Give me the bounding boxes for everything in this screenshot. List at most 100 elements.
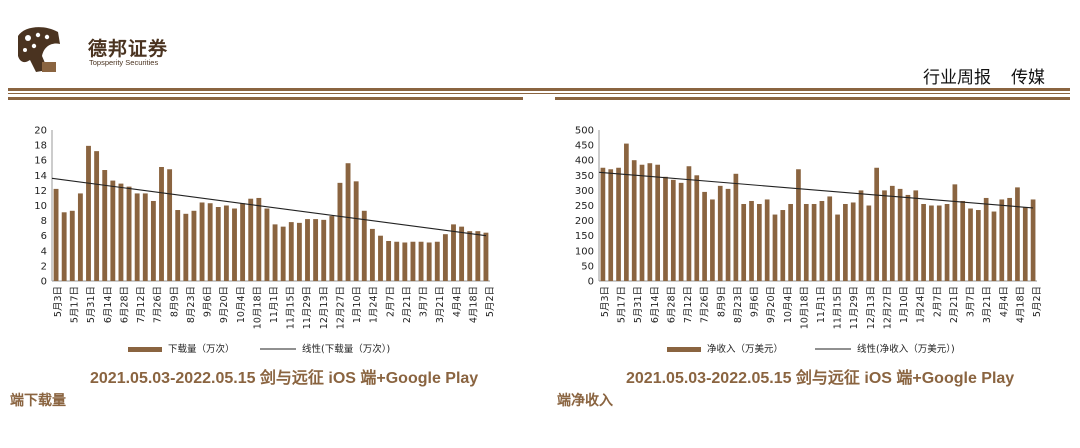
bar	[110, 180, 116, 281]
bar	[321, 219, 327, 281]
bar	[483, 232, 489, 281]
bar	[811, 203, 817, 281]
y-tick-label: 0	[41, 277, 47, 288]
x-tick-label: 8月23日	[186, 286, 197, 323]
bar	[952, 184, 958, 281]
bar	[913, 190, 919, 281]
bar	[889, 185, 895, 281]
y-tick-label: 300	[575, 186, 594, 197]
x-tick-label: 12月27日	[335, 286, 346, 329]
bar	[725, 188, 731, 281]
x-tick-label: 8月9日	[169, 286, 180, 317]
bar	[717, 185, 723, 281]
bar	[843, 203, 848, 281]
right-caption-line1: 2021.05.03-2022.05.15 剑与远征 iOS 端+Google …	[626, 370, 1015, 387]
bar	[459, 226, 465, 281]
y-tick-label: 100	[575, 246, 594, 257]
bar	[639, 164, 645, 281]
bar	[772, 214, 778, 281]
bar	[897, 188, 903, 281]
bar	[983, 197, 989, 281]
bar	[475, 231, 481, 281]
bar	[756, 203, 762, 281]
bar	[386, 240, 392, 281]
bar	[353, 181, 359, 281]
bar	[929, 205, 934, 281]
bar	[361, 210, 367, 281]
x-tick-label: 7月12日	[136, 286, 147, 323]
bar	[256, 197, 262, 281]
bar	[451, 224, 456, 281]
bar	[232, 208, 237, 281]
y-tick-label: 350	[575, 171, 594, 182]
bar	[1007, 197, 1012, 281]
y-tick-label: 14	[34, 171, 47, 182]
x-tick-label: 5月31日	[633, 286, 644, 323]
bar	[313, 219, 319, 281]
bar	[850, 202, 856, 281]
x-tick-label: 9月20日	[219, 286, 230, 323]
y-tick-label: 500	[575, 126, 594, 137]
x-tick-label: 2月21日	[949, 286, 960, 323]
x-tick-label: 3月21日	[435, 286, 446, 323]
bar	[264, 208, 270, 281]
header-rule	[8, 88, 1070, 91]
x-tick-label: 5月2日	[1032, 286, 1043, 317]
bar	[61, 212, 67, 281]
bar	[670, 179, 676, 281]
y-tick-label: 12	[34, 186, 47, 197]
bar	[905, 194, 911, 281]
right-caption-line2: 端净收入	[557, 393, 613, 409]
x-tick-label: 12月13日	[319, 286, 330, 329]
bar	[663, 176, 668, 281]
bar	[191, 210, 197, 281]
x-tick-label: 3月7日	[966, 286, 977, 317]
y-tick-label: 2	[41, 261, 47, 272]
bar	[1022, 207, 1028, 281]
x-tick-label: 10月4日	[783, 286, 794, 323]
x-tick-label: 11月15日	[286, 286, 297, 329]
y-tick-label: 450	[575, 141, 594, 152]
y-tick-label: 250	[575, 201, 594, 212]
x-tick-label: 12月27日	[882, 286, 893, 329]
legend-label-bar: 下载量（万次）	[168, 343, 235, 355]
legend-label-trend: 线性(净收入（万美元）)	[857, 343, 955, 355]
x-tick-label: 11月1日	[816, 286, 827, 323]
x-tick-label: 9月6日	[750, 286, 761, 317]
y-tick-label: 18	[34, 141, 47, 152]
bar	[77, 193, 83, 281]
bar	[624, 143, 629, 281]
bar	[329, 216, 335, 281]
x-tick-label: 9月20日	[766, 286, 777, 323]
bar	[134, 193, 140, 281]
x-tick-label: 6月28日	[666, 286, 677, 323]
trend-line	[51, 177, 487, 237]
x-tick-label: 2月7日	[932, 286, 943, 317]
bar	[167, 169, 173, 281]
x-tick-label: 2月7日	[385, 286, 396, 317]
bar	[426, 242, 432, 281]
bar	[207, 203, 213, 281]
y-tick-label: 10	[34, 201, 47, 212]
bar	[749, 200, 754, 281]
x-tick-label: 8月23日	[733, 286, 744, 323]
bar	[410, 241, 416, 281]
x-tick-label: 1月24日	[916, 286, 927, 323]
x-tick-label: 4月4日	[999, 286, 1010, 317]
report-type-label: 行业周报	[923, 68, 991, 88]
x-tick-label: 3月7日	[419, 286, 430, 317]
bar	[882, 190, 887, 281]
legend-label-bar: 净收入（万美元）	[707, 343, 783, 355]
bar	[960, 200, 966, 281]
legend-swatch-bar	[667, 347, 701, 352]
x-tick-label: 8月9日	[716, 286, 727, 317]
x-tick-label: 6月28日	[119, 286, 130, 323]
x-tick-label: 5月31日	[86, 286, 97, 323]
bar	[968, 208, 973, 281]
bar	[999, 199, 1005, 281]
downloads-chart: 0 2 4 6 8 10 12 14 16 18 20 5月3日 5月17日 5月31日 6月14日 6月28…	[34, 126, 496, 356]
x-tick-label: 11月29日	[302, 286, 313, 329]
y-tick-label: 8	[41, 216, 47, 227]
y-tick-label: 50	[581, 261, 594, 272]
bar	[733, 173, 739, 281]
